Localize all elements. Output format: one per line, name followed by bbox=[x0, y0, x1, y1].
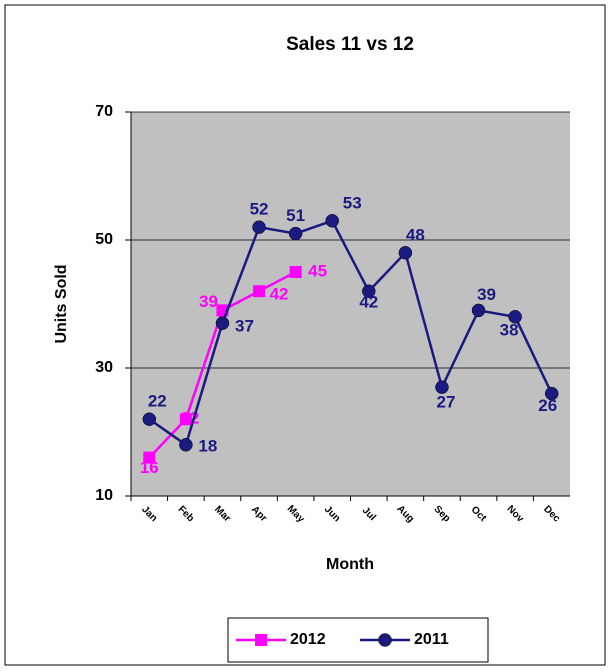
marker bbox=[288, 226, 303, 241]
data-label: 16 bbox=[140, 458, 159, 477]
marker bbox=[362, 284, 376, 298]
marker bbox=[142, 412, 157, 426]
data-label: 52 bbox=[250, 200, 269, 219]
y-axis-label: Units Sold bbox=[53, 264, 70, 343]
x-axis-label: Month bbox=[326, 556, 374, 573]
y-tick-label: 70 bbox=[95, 103, 113, 120]
data-label: 51 bbox=[286, 206, 305, 225]
marker bbox=[544, 386, 559, 401]
data-label: 45 bbox=[308, 261, 327, 280]
marker bbox=[471, 303, 486, 318]
y-tick-label: 10 bbox=[95, 487, 113, 504]
data-label: 39 bbox=[199, 292, 218, 311]
data-label: 27 bbox=[436, 393, 455, 412]
y-tick-label: 30 bbox=[95, 359, 113, 376]
data-label: 42 bbox=[270, 285, 289, 304]
data-label: 42 bbox=[359, 293, 378, 312]
data-label: 53 bbox=[343, 193, 362, 212]
marker bbox=[252, 220, 266, 234]
marker bbox=[179, 413, 192, 426]
data-label: 22 bbox=[148, 392, 167, 411]
y-tick-label: 50 bbox=[95, 231, 113, 248]
data-label: 39 bbox=[477, 285, 496, 304]
marker bbox=[508, 310, 522, 324]
marker bbox=[253, 285, 266, 298]
marker bbox=[435, 380, 449, 394]
data-label: 37 bbox=[235, 317, 254, 336]
marker bbox=[398, 246, 413, 260]
chart-title: Sales 11 vs 12 bbox=[286, 34, 414, 55]
data-label: 38 bbox=[500, 320, 519, 339]
data-label: 26 bbox=[538, 396, 557, 415]
marker bbox=[215, 316, 230, 330]
marker bbox=[378, 633, 392, 647]
marker bbox=[255, 634, 267, 646]
data-label: 48 bbox=[406, 225, 425, 244]
marker bbox=[179, 438, 193, 452]
data-label: 18 bbox=[198, 436, 217, 455]
marker bbox=[143, 451, 156, 464]
legend-label: 2011 bbox=[414, 631, 449, 648]
legend-label: 2012 bbox=[290, 631, 326, 648]
marker bbox=[289, 266, 302, 278]
marker bbox=[325, 214, 339, 228]
plot-area bbox=[131, 112, 570, 496]
